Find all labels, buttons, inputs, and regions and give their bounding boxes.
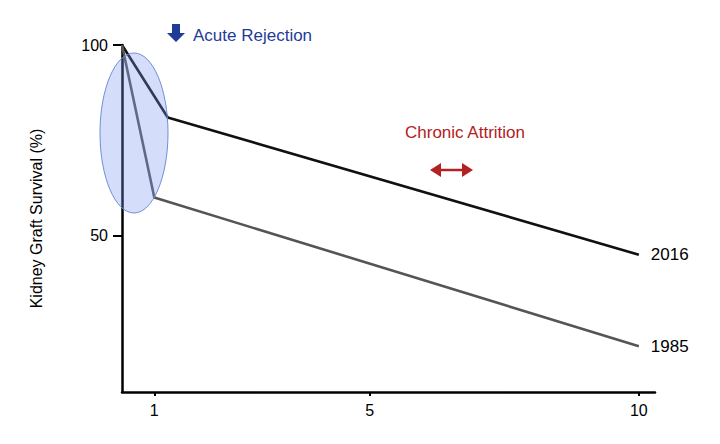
svg-text:5: 5 (365, 402, 374, 419)
svg-text:10: 10 (630, 402, 648, 419)
svg-text:Chronic Attrition: Chronic Attrition (405, 123, 525, 142)
svg-text:2016: 2016 (651, 245, 689, 264)
svg-text:1: 1 (150, 402, 159, 419)
svg-text:Kidney Graft Survival (%): Kidney Graft Survival (%) (28, 129, 45, 309)
svg-text:50: 50 (90, 227, 108, 244)
svg-text:Acute Rejection: Acute Rejection (193, 26, 312, 45)
svg-text:100: 100 (81, 37, 108, 54)
svg-text:1985: 1985 (651, 337, 689, 356)
